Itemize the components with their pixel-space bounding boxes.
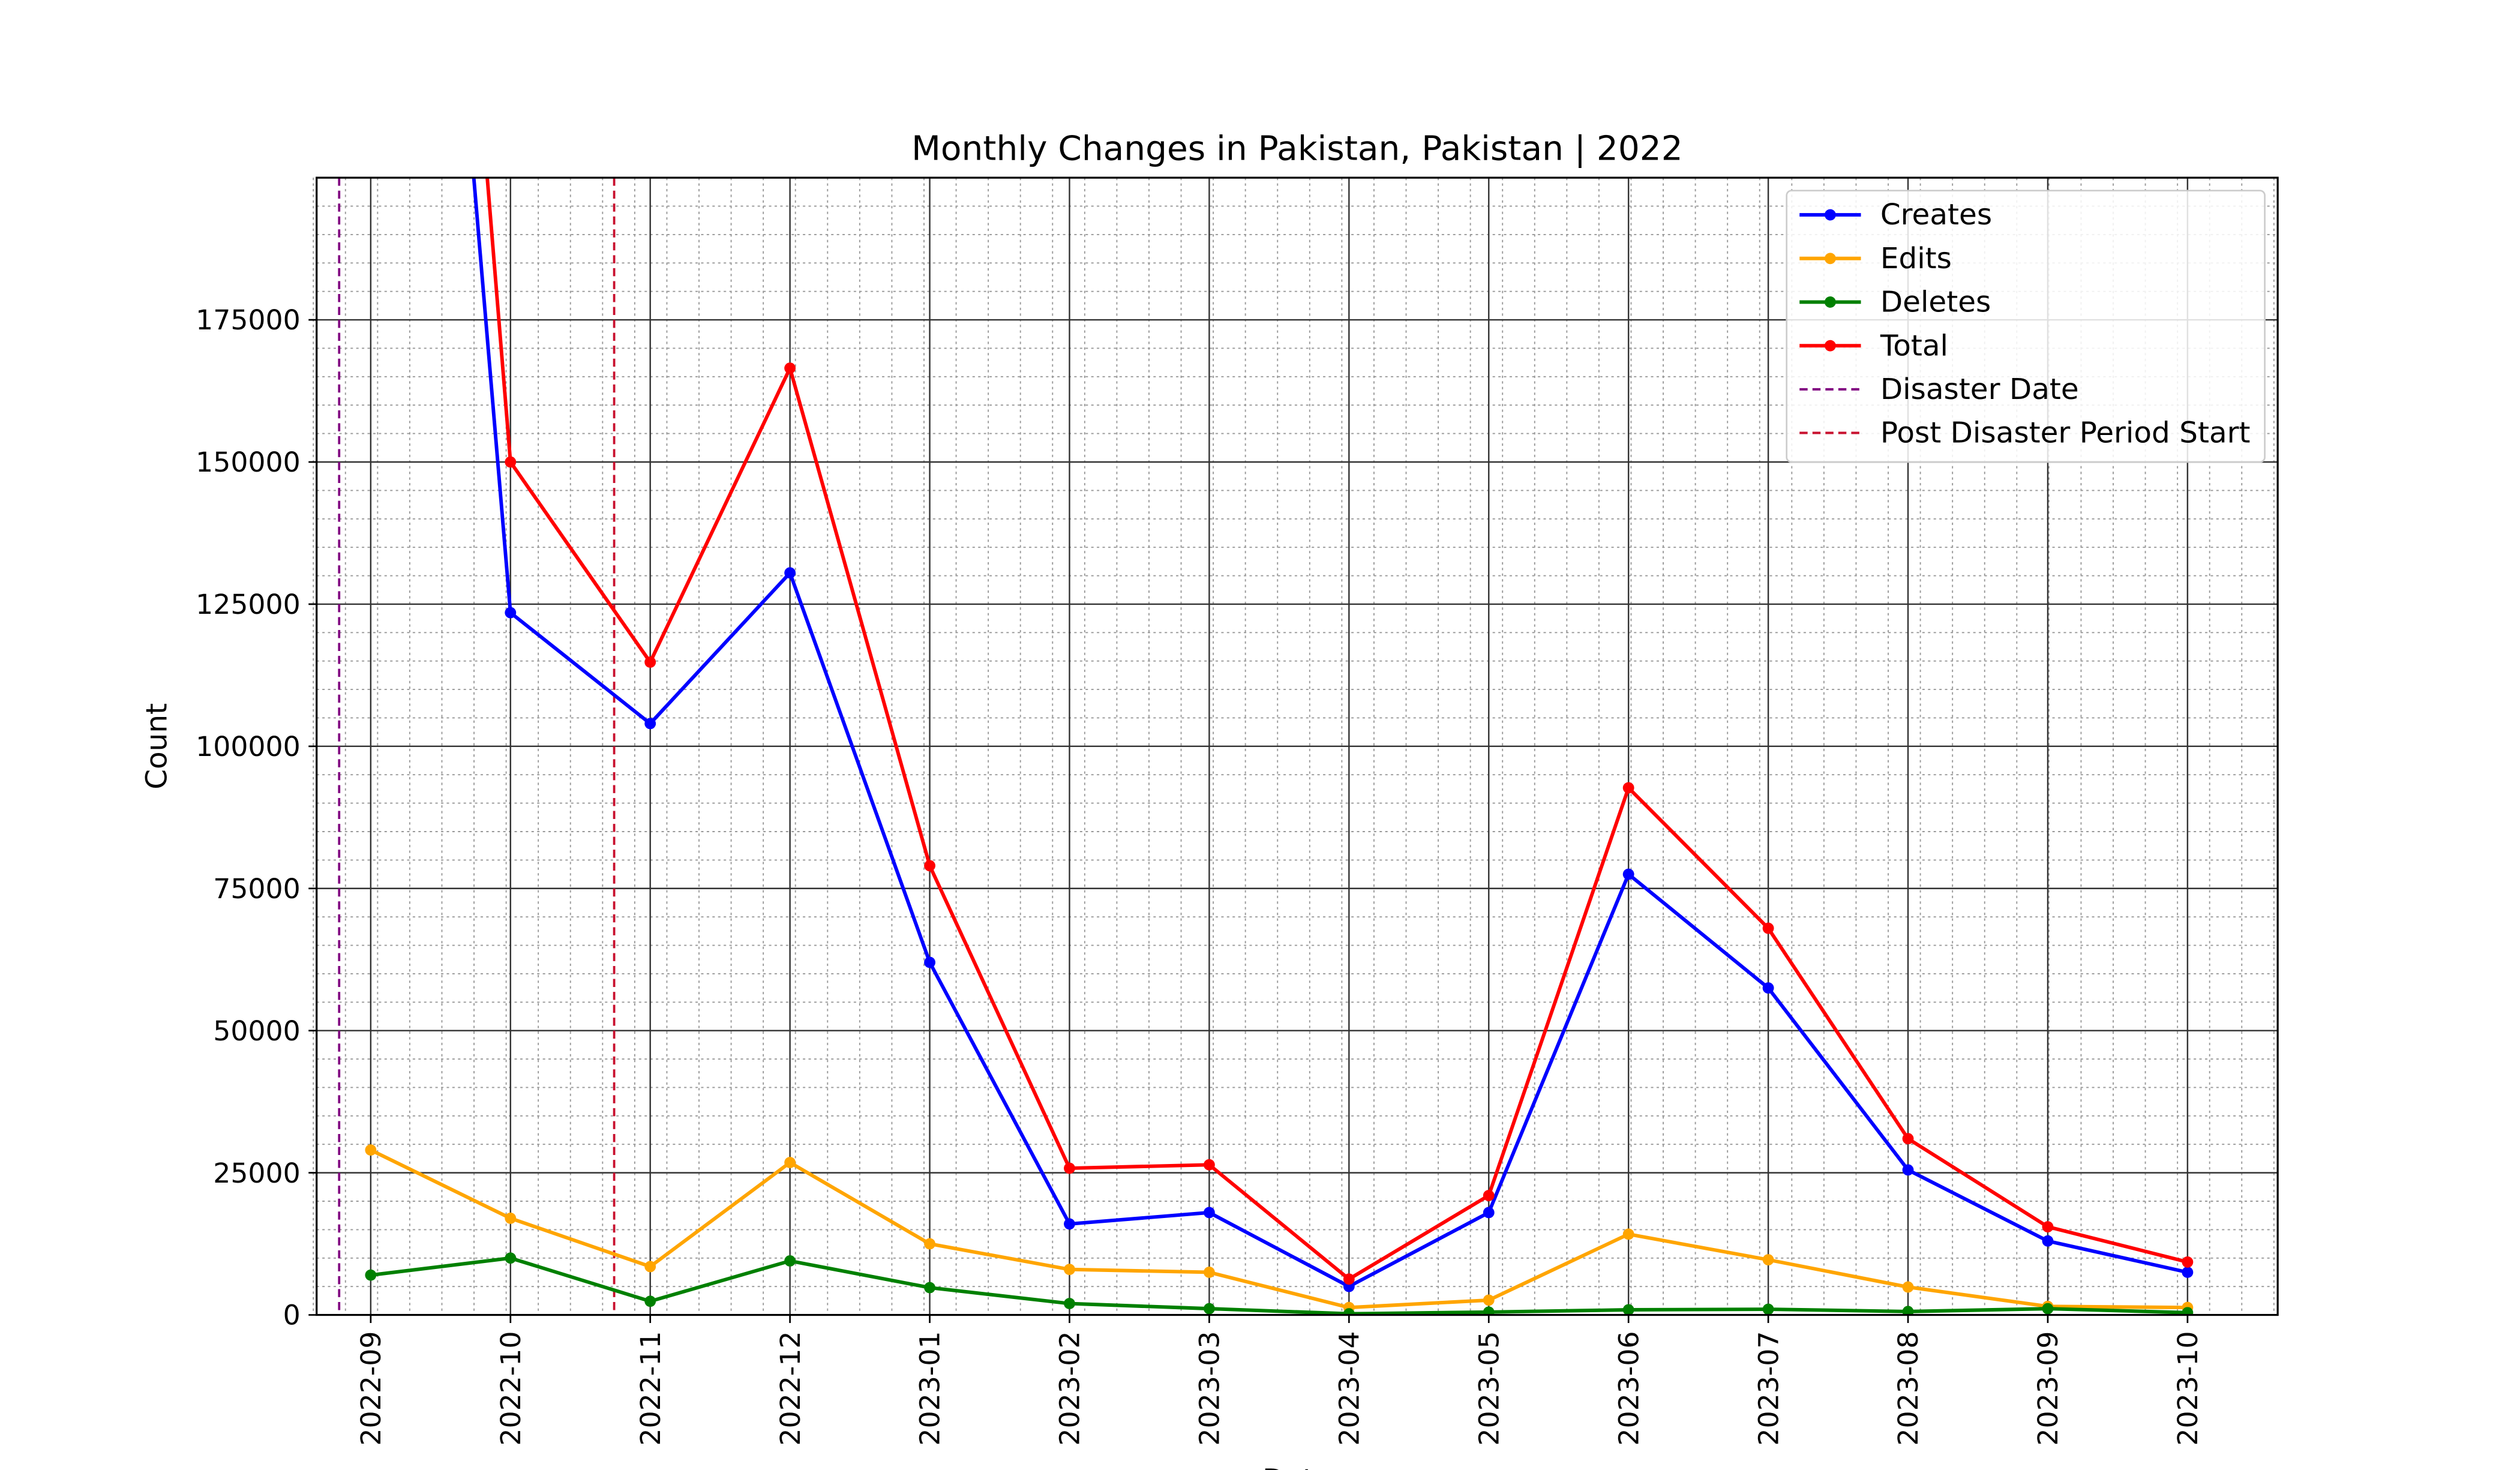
y-axis-label: Count	[140, 703, 173, 790]
data-point	[1343, 1308, 1355, 1315]
data-point	[1064, 1218, 1075, 1230]
data-point	[1483, 1294, 1495, 1306]
data-point	[924, 860, 935, 872]
x-tick-label: 2023-03	[1194, 1331, 1226, 1445]
data-point	[924, 1238, 935, 1250]
data-point	[644, 1295, 656, 1307]
data-point	[784, 1255, 796, 1267]
chart-title: Monthly Changes in Pakistan, Pakistan | …	[911, 130, 1683, 169]
data-point	[365, 1269, 377, 1281]
data-point	[2042, 1303, 2054, 1315]
x-tick-label: 2022-10	[495, 1331, 527, 1445]
data-point	[1483, 1190, 1495, 1201]
data-point	[1902, 1306, 1914, 1315]
data-point	[1902, 1164, 1914, 1176]
data-point	[1762, 1254, 1774, 1266]
data-point	[365, 1144, 377, 1156]
data-point	[784, 567, 796, 579]
y-tick-label: 100000	[196, 731, 301, 763]
series-line	[370, 1148, 2188, 1310]
data-point	[1622, 1304, 1634, 1315]
data-point	[784, 1157, 796, 1168]
legend-marker	[1824, 209, 1836, 221]
data-point	[1064, 1264, 1075, 1276]
legend-label: Edits	[1880, 242, 1952, 275]
data-point	[1483, 1306, 1495, 1315]
data-point	[505, 1252, 517, 1264]
data-point	[2042, 1221, 2054, 1233]
data-point	[1483, 1207, 1495, 1219]
y-tick-label: 50000	[213, 1015, 301, 1047]
data-point	[644, 1261, 656, 1273]
data-point	[1622, 1228, 1634, 1240]
data-point	[505, 1213, 517, 1224]
data-point	[1203, 1159, 1215, 1171]
data-point	[1902, 1281, 1914, 1293]
data-point	[1762, 982, 1774, 994]
data-point	[924, 956, 935, 968]
x-tick-label: 2023-09	[2032, 1331, 2064, 1445]
data-point	[784, 362, 796, 374]
data-point	[2182, 1307, 2194, 1315]
data-point	[1622, 868, 1634, 880]
x-tick-label: 2023-08	[1892, 1331, 1924, 1445]
x-axis-label: Date	[1262, 1463, 1332, 1470]
x-tick-label: 2023-04	[1333, 1331, 1365, 1445]
data-point	[2182, 1267, 2194, 1278]
y-tick-label: 150000	[196, 446, 301, 478]
x-tick-label: 2022-09	[355, 1331, 387, 1445]
x-tick-label: 2023-06	[1613, 1331, 1645, 1445]
series-line	[472, 178, 2188, 1289]
x-tick-label: 2023-05	[1473, 1331, 1505, 1445]
data-point	[2182, 1256, 2194, 1268]
data-point	[1622, 782, 1634, 794]
legend-marker	[1824, 340, 1836, 352]
x-tick-label: 2022-11	[635, 1331, 667, 1445]
data-point	[1064, 1162, 1075, 1174]
data-point	[505, 456, 517, 468]
y-tick-label: 175000	[196, 304, 301, 336]
plot-area	[338, 178, 2194, 1315]
data-point	[505, 607, 517, 619]
y-tick-label: 75000	[213, 873, 301, 905]
data-point	[1064, 1298, 1075, 1310]
data-point	[644, 718, 656, 730]
plot-frame	[316, 176, 2279, 1316]
legend-label: Disaster Date	[1880, 373, 2079, 406]
data-point	[1902, 1133, 1914, 1145]
x-tick-label: 2022-12	[775, 1331, 806, 1445]
data-point	[644, 656, 656, 668]
data-point	[1762, 922, 1774, 934]
legend-label: Total	[1880, 329, 1948, 362]
data-point	[2042, 1235, 2054, 1247]
x-tick-label: 2023-02	[1054, 1331, 1086, 1445]
y-tick-label: 125000	[196, 589, 301, 620]
series-line	[485, 178, 2188, 1282]
data-point	[1203, 1207, 1215, 1219]
data-point	[1762, 1303, 1774, 1315]
y-tick-label: 25000	[213, 1157, 301, 1189]
x-tick-label: 2023-10	[2172, 1331, 2204, 1445]
y-tick-label: 0	[283, 1300, 301, 1331]
series-line	[370, 1256, 2188, 1315]
data-point	[1203, 1303, 1215, 1315]
legend-label: Post Disaster Period Start	[1880, 416, 2251, 450]
x-tick-label: 2023-01	[914, 1331, 946, 1445]
legend-box	[1786, 190, 2266, 463]
legend-label: Deletes	[1880, 286, 1991, 319]
data-point	[1203, 1267, 1215, 1278]
data-point	[1343, 1273, 1355, 1285]
legend-marker	[1824, 253, 1836, 265]
data-point	[924, 1282, 935, 1294]
legend-label: Creates	[1880, 198, 1992, 232]
x-tick-label: 2023-07	[1753, 1331, 1784, 1445]
legend-marker	[1824, 296, 1836, 308]
